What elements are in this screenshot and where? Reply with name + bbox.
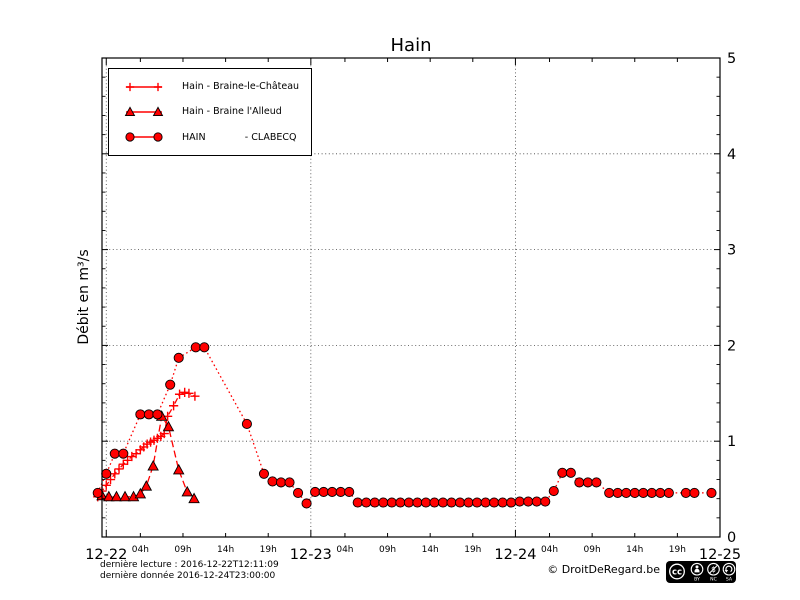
plus-marker-sample-icon bbox=[125, 82, 163, 91]
svg-text:12-23: 12-23 bbox=[290, 547, 332, 563]
svg-text:NC: NC bbox=[710, 577, 717, 583]
svg-text:09h: 09h bbox=[379, 545, 396, 555]
last-reading-text: dernière lecture : 2016-12-22T12:11:09 bbox=[100, 560, 279, 570]
legend-entry-label: HAIN - CLABECQ bbox=[182, 131, 297, 143]
svg-text:3: 3 bbox=[727, 243, 736, 259]
svg-text:1: 1 bbox=[727, 434, 736, 450]
svg-text:19h: 19h bbox=[464, 545, 481, 555]
chart-title: Hain bbox=[390, 35, 432, 56]
svg-text:BY: BY bbox=[694, 577, 700, 583]
svg-text:14h: 14h bbox=[626, 545, 643, 555]
y-axis-title: Débit en m³/s bbox=[76, 249, 92, 345]
svg-text:09h: 09h bbox=[584, 545, 601, 555]
footer-info: dernière lecture : 2016-12-22T12:11:09 d… bbox=[100, 560, 279, 582]
svg-text:04h: 04h bbox=[336, 545, 353, 555]
svg-text:09h: 09h bbox=[174, 545, 191, 555]
svg-text:04h: 04h bbox=[132, 545, 149, 555]
circle-marker-sample-icon bbox=[125, 132, 163, 142]
svg-text:SA: SA bbox=[726, 577, 733, 583]
last-data-text: dernière donnée 2016-12-24T23:00:00 bbox=[100, 571, 276, 581]
svg-text:12-22: 12-22 bbox=[85, 547, 127, 563]
svg-text:12-25: 12-25 bbox=[699, 547, 741, 563]
legend-row: Hain - Braine l'Alleud bbox=[109, 104, 311, 120]
svg-text:0: 0 bbox=[727, 530, 736, 546]
svg-text:4: 4 bbox=[727, 147, 736, 163]
legend-row: HAIN - CLABECQ bbox=[109, 129, 311, 145]
legend-row: Hain - Braine-le-Château bbox=[109, 79, 311, 95]
svg-text:19h: 19h bbox=[669, 545, 686, 555]
svg-text:04h: 04h bbox=[541, 545, 558, 555]
legend-entry-label: Hain - Braine-le-Château bbox=[182, 81, 300, 93]
legend: Hain - Braine-le-Château Hain - Braine l'… bbox=[108, 68, 312, 156]
svg-text:cc: cc bbox=[672, 567, 682, 577]
svg-text:14h: 14h bbox=[217, 545, 234, 555]
svg-text:14h: 14h bbox=[422, 545, 439, 555]
svg-text:12-24: 12-24 bbox=[494, 547, 536, 563]
svg-text:19h: 19h bbox=[260, 545, 277, 555]
copyright-text: © DroitDeRegard.be bbox=[547, 563, 660, 576]
triangle-marker-sample-icon bbox=[124, 106, 164, 117]
legend-entry-label: Hain - Braine l'Alleud bbox=[182, 106, 282, 118]
svg-text:2: 2 bbox=[727, 338, 736, 354]
svg-text:5: 5 bbox=[727, 51, 736, 67]
